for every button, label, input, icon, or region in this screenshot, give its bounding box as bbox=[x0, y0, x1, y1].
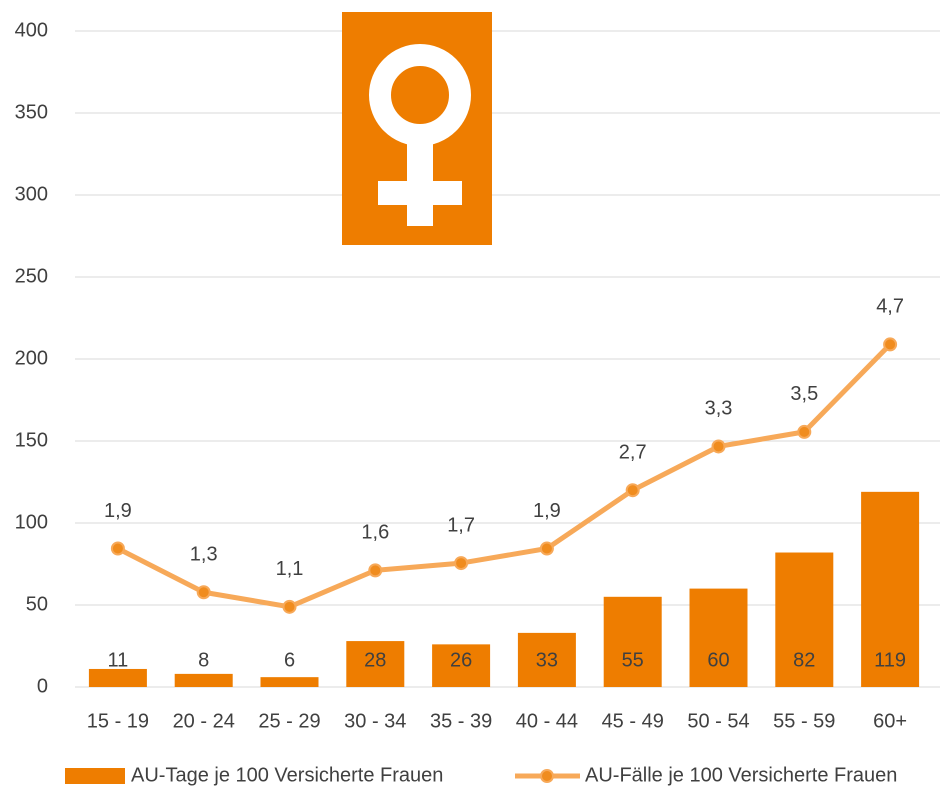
y-tick-label: 0 bbox=[37, 675, 48, 697]
line-marker bbox=[110, 541, 125, 556]
bar-value-label: 55 bbox=[622, 649, 644, 671]
line-marker bbox=[368, 563, 383, 578]
line-marker bbox=[196, 585, 211, 600]
line-marker bbox=[883, 337, 898, 352]
line-marker bbox=[539, 541, 554, 556]
female-icon bbox=[342, 12, 492, 245]
line-marker bbox=[625, 483, 640, 498]
legend-label: AU-Tage je 100 Versicherte Frauen bbox=[131, 764, 443, 786]
x-tick-label: 55 - 59 bbox=[773, 710, 835, 732]
line-value-label: 1,1 bbox=[276, 558, 304, 580]
y-tick-label: 350 bbox=[15, 101, 48, 123]
line-value-label: 1,9 bbox=[533, 500, 561, 522]
line bbox=[116, 342, 892, 610]
x-tick-label: 30 - 34 bbox=[344, 710, 406, 732]
bar bbox=[689, 588, 748, 687]
y-tick-label: 100 bbox=[15, 511, 48, 533]
line-value-label: 4,7 bbox=[876, 296, 904, 318]
legend-label: AU-Fälle je 100 Versicherte Frauen bbox=[585, 764, 897, 786]
y-tick-label: 200 bbox=[15, 347, 48, 369]
y-tick-label: 400 bbox=[15, 19, 48, 41]
legend-marker bbox=[540, 769, 554, 783]
bar bbox=[432, 644, 491, 687]
line-value-label: 2,7 bbox=[619, 441, 647, 463]
bar bbox=[775, 552, 834, 687]
bar-value-label: 28 bbox=[364, 649, 386, 671]
line-value-label: 1,9 bbox=[104, 500, 132, 522]
legend-swatch bbox=[65, 768, 125, 784]
x-tick-label: 40 - 44 bbox=[516, 710, 578, 732]
bar-value-label: 60 bbox=[707, 649, 729, 671]
y-tick-label: 300 bbox=[15, 183, 48, 205]
x-tick-label: 35 - 39 bbox=[430, 710, 492, 732]
bar-value-label: 33 bbox=[536, 649, 558, 671]
line-value-label: 1,3 bbox=[190, 544, 218, 566]
bar bbox=[346, 641, 405, 687]
bar-value-label: 119 bbox=[874, 649, 906, 671]
line-value-label: 1,7 bbox=[447, 514, 475, 536]
y-tick-label: 50 bbox=[26, 593, 48, 615]
x-tick-label: 25 - 29 bbox=[258, 710, 320, 732]
bar-value-label: 26 bbox=[450, 649, 472, 671]
bar bbox=[603, 596, 662, 687]
line-marker bbox=[454, 556, 469, 571]
bar-value-label: 8 bbox=[198, 649, 209, 671]
bar-value-label: 82 bbox=[793, 649, 815, 671]
y-tick-label: 250 bbox=[15, 265, 48, 287]
bar bbox=[88, 668, 147, 687]
line-value-label: 1,6 bbox=[361, 522, 389, 544]
x-tick-label: 60+ bbox=[873, 710, 907, 732]
bar bbox=[861, 491, 920, 687]
bar bbox=[174, 673, 233, 687]
x-tick-label: 50 - 54 bbox=[687, 710, 749, 732]
line-marker bbox=[797, 424, 812, 439]
line-value-label: 3,3 bbox=[705, 398, 733, 420]
x-tick-label: 45 - 49 bbox=[602, 710, 664, 732]
line-value-label: 3,5 bbox=[790, 383, 818, 405]
x-tick-label: 20 - 24 bbox=[173, 710, 235, 732]
bar bbox=[517, 632, 576, 687]
bar-value-label: 6 bbox=[284, 649, 295, 671]
bar-value-label: 11 bbox=[108, 649, 129, 671]
line-marker bbox=[711, 439, 726, 454]
x-tick-label: 15 - 19 bbox=[87, 710, 149, 732]
bar bbox=[260, 677, 319, 687]
line-marker bbox=[282, 599, 297, 614]
y-tick-label: 150 bbox=[15, 429, 48, 451]
